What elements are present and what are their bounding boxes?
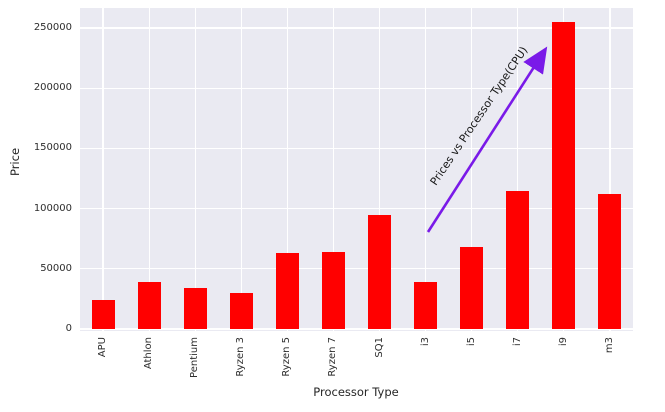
bar-i7 <box>506 190 530 329</box>
x-tick-label: i7 <box>511 337 523 347</box>
bar-ryzen-7 <box>321 251 345 329</box>
plot-area <box>80 8 633 331</box>
gridline-horizontal <box>80 208 633 210</box>
x-tick-label: Pentium <box>189 337 201 378</box>
bar-apu <box>91 300 115 329</box>
bar-i3 <box>414 282 438 329</box>
gridline-vertical <box>240 8 242 331</box>
x-tick-label: APU <box>97 337 109 358</box>
y-tick-label: 150000 <box>33 142 72 154</box>
gridline-vertical <box>102 8 104 331</box>
gridline-horizontal <box>80 27 633 29</box>
x-tick-label: Ryzen 3 <box>235 337 247 377</box>
y-tick-label: 250000 <box>33 22 72 33</box>
bar-i5 <box>460 247 484 329</box>
gridline-vertical <box>148 8 150 331</box>
y-axis-label: Price <box>8 147 22 177</box>
gridline-vertical <box>194 8 196 331</box>
gridline-vertical <box>378 8 381 331</box>
gridline-horizontal <box>80 87 633 89</box>
bar-i9 <box>552 21 576 329</box>
x-axis-label: Processor Type <box>313 385 399 399</box>
y-tick-label: 50000 <box>40 262 72 274</box>
x-tick-label: Ryzen 7 <box>327 337 339 377</box>
gridline-horizontal <box>80 147 633 149</box>
gridline-vertical <box>332 8 335 331</box>
gridline-vertical <box>609 8 611 331</box>
x-tick-label: m3 <box>603 337 615 354</box>
x-tick-label: i9 <box>557 337 569 347</box>
gridline-horizontal <box>80 268 633 270</box>
bar-pentium <box>183 288 207 329</box>
x-tick-label: Athlon <box>143 337 155 370</box>
y-tick-label: 100000 <box>33 202 72 214</box>
x-tick-label: SQ1 <box>373 337 385 358</box>
x-tick-label: i5 <box>465 337 477 347</box>
y-tick-label: 0 <box>65 323 72 334</box>
x-tick-label: Ryzen 5 <box>281 337 293 377</box>
bar-m3 <box>598 194 622 329</box>
x-tick-label: i3 <box>419 337 431 347</box>
bar-sq1 <box>368 214 392 329</box>
gridline-vertical <box>425 8 427 331</box>
gridline-vertical <box>286 8 288 331</box>
bar-ryzen-5 <box>275 253 299 329</box>
bar-athlon <box>137 282 161 329</box>
y-tick-label: 200000 <box>33 82 72 94</box>
gridline-horizontal <box>80 328 633 330</box>
bar-ryzen-3 <box>229 292 253 329</box>
